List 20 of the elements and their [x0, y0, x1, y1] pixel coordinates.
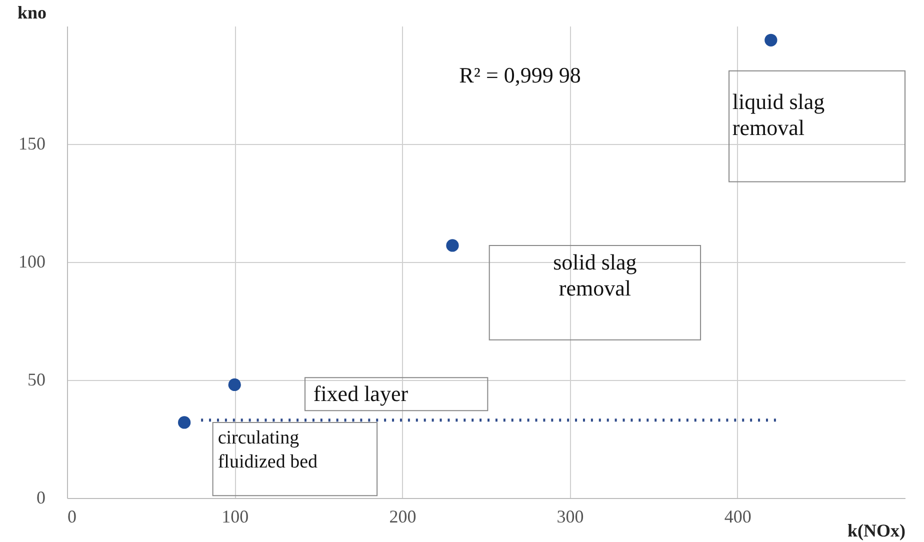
- annotation: liquid slag removal: [732, 89, 825, 140]
- annotation: solid slag removal: [553, 250, 637, 301]
- y-tick-label: 150: [18, 134, 46, 154]
- y-tick-label: 50: [28, 370, 46, 390]
- annotation: fixed layer: [313, 381, 409, 406]
- x-tick-label: 0: [68, 506, 76, 526]
- point: [764, 34, 778, 46]
- x-tick-label: 100: [222, 506, 249, 526]
- point: [228, 378, 241, 392]
- x-tick-label: 200: [389, 506, 416, 526]
- y-tick-label: 100: [18, 252, 46, 272]
- x-axis-title: k(NOx): [848, 520, 906, 540]
- y-tick-label: 0: [36, 488, 46, 508]
- x-tick-label: 400: [724, 506, 752, 526]
- annotation: circulating fluidized bed: [218, 427, 318, 472]
- y-axis-title: kno: [18, 2, 47, 22]
- point: [178, 416, 191, 429]
- point: [446, 239, 459, 252]
- annotation: R² = 0,999 98: [459, 62, 581, 88]
- x-tick-label: 300: [556, 506, 584, 526]
